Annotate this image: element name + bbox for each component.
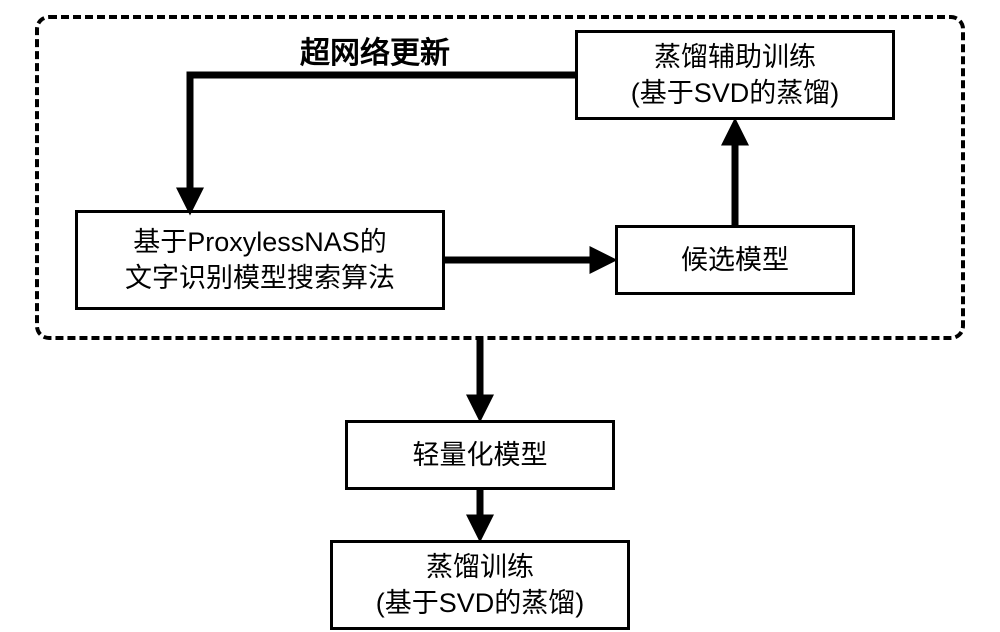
node-distill-assist: 蒸馏辅助训练 (基于SVD的蒸馏) bbox=[575, 30, 895, 120]
node-lightweight-text: 轻量化模型 bbox=[413, 437, 548, 473]
node-distill-train-line2: (基于SVD的蒸馏) bbox=[376, 585, 585, 621]
node-candidate-text: 候选模型 bbox=[681, 242, 789, 278]
node-candidate: 候选模型 bbox=[615, 225, 855, 295]
node-distill-train: 蒸馏训练 (基于SVD的蒸馏) bbox=[330, 540, 630, 630]
node-distill-train-line1: 蒸馏训练 bbox=[376, 549, 585, 585]
node-distill-assist-line1: 蒸馏辅助训练 bbox=[631, 39, 840, 75]
node-proxyless: 基于ProxylessNAS的 文字识别模型搜索算法 bbox=[75, 210, 445, 310]
diagram-canvas: 超网络更新 蒸馏辅助训练 (基于SVD的蒸馏) 基于ProxylessNAS的 … bbox=[0, 0, 1000, 632]
supernet-update-label: 超网络更新 bbox=[300, 28, 450, 72]
node-lightweight: 轻量化模型 bbox=[345, 420, 615, 490]
node-proxyless-line1: 基于ProxylessNAS的 bbox=[125, 224, 395, 260]
node-distill-assist-line2: (基于SVD的蒸馏) bbox=[631, 75, 840, 111]
node-proxyless-line2: 文字识别模型搜索算法 bbox=[125, 260, 395, 296]
